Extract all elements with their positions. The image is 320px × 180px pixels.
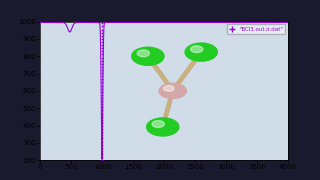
Point <box>100 62 105 65</box>
Point <box>100 66 105 68</box>
Point <box>100 59 105 62</box>
Point <box>100 143 105 146</box>
Point <box>100 50 105 53</box>
Point <box>100 56 105 59</box>
Point <box>100 69 105 71</box>
Point <box>100 87 105 90</box>
Point <box>100 134 105 137</box>
Point <box>100 106 105 109</box>
Point <box>100 115 105 118</box>
Point <box>100 100 105 103</box>
Circle shape <box>152 121 164 127</box>
Circle shape <box>147 118 179 136</box>
Point <box>100 156 105 159</box>
Point <box>100 149 105 152</box>
Legend: "BCl3.out.ir.dat": "BCl3.out.ir.dat" <box>227 24 285 34</box>
Point <box>100 78 105 81</box>
Point <box>100 34 105 37</box>
Point <box>100 84 105 87</box>
Point <box>100 31 105 34</box>
Circle shape <box>132 47 164 65</box>
Point <box>100 90 105 93</box>
Point <box>100 37 105 40</box>
Point <box>100 93 105 96</box>
Point <box>100 81 105 84</box>
Point <box>100 53 105 56</box>
Point <box>100 28 105 31</box>
Point <box>100 122 105 124</box>
Point <box>100 152 105 155</box>
Point <box>100 44 105 47</box>
Point <box>100 112 105 115</box>
Circle shape <box>191 46 203 53</box>
Point <box>100 47 105 50</box>
Circle shape <box>159 83 186 98</box>
Point <box>100 118 105 121</box>
Point <box>100 159 105 162</box>
Point <box>100 128 105 130</box>
Point <box>100 146 105 149</box>
Point <box>100 25 105 28</box>
Circle shape <box>185 43 217 61</box>
Point <box>100 137 105 140</box>
Point <box>100 140 105 143</box>
Point <box>100 72 105 75</box>
Point <box>100 125 105 127</box>
Circle shape <box>164 86 174 91</box>
Point <box>100 75 105 78</box>
Circle shape <box>137 50 149 57</box>
Point <box>100 109 105 112</box>
Point <box>100 96 105 99</box>
Point <box>100 103 105 106</box>
Point <box>100 131 105 134</box>
Point <box>100 40 105 43</box>
Point <box>100 22 105 25</box>
